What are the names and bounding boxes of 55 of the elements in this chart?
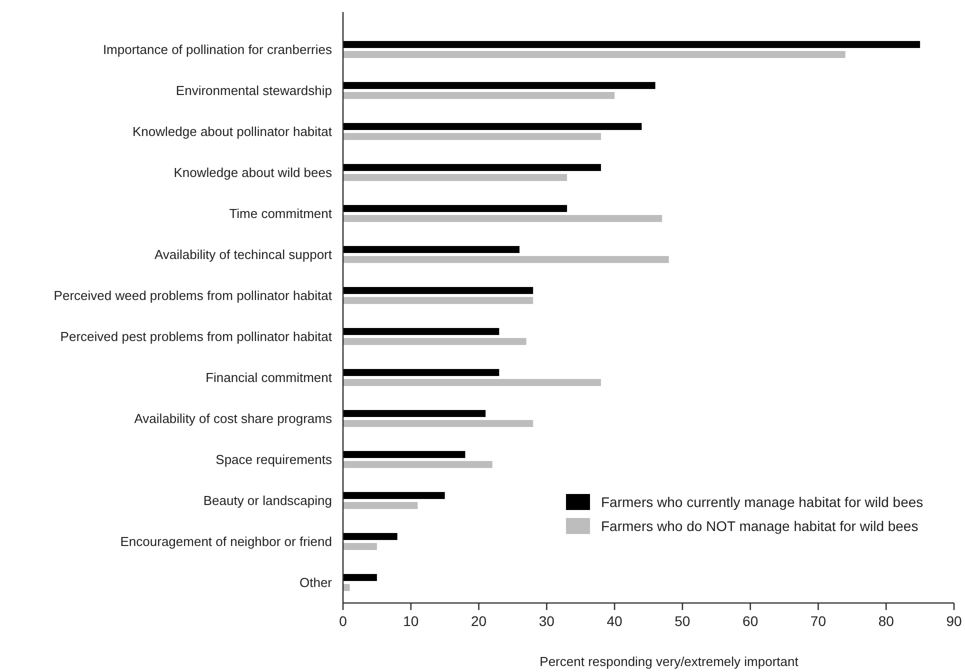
- bar: [343, 492, 445, 499]
- bar: [343, 41, 920, 48]
- y-tick-label: Knowledge about wild bees: [174, 165, 332, 180]
- y-tick-label: Knowledge about pollinator habitat: [132, 124, 332, 140]
- bar: [343, 451, 466, 458]
- bar: [343, 256, 669, 263]
- bar: [343, 543, 377, 550]
- bar: [343, 574, 377, 581]
- bar: [343, 164, 601, 171]
- bar: [343, 533, 398, 540]
- y-tick-label: Perceived weed problems from pollinator habitat: [54, 288, 332, 304]
- x-tick-label: 10: [403, 613, 419, 629]
- bar: [343, 328, 500, 335]
- y-tick-label: Availability of techincal support: [154, 247, 332, 262]
- y-tick-label: Environmental stewardship: [176, 83, 332, 98]
- x-axis-title: Percent responding very/extremely important: [540, 654, 799, 669]
- bar: [343, 82, 656, 89]
- x-tick-label: 90: [946, 613, 962, 629]
- y-tick-label: Financial commitment: [206, 370, 332, 386]
- bar: [343, 420, 534, 427]
- legend-label: Farmers who do NOT manage habitat for wild bees: [601, 518, 918, 534]
- x-tick-label: 0: [339, 613, 348, 629]
- x-tick-label: 80: [878, 613, 894, 629]
- bar: [343, 338, 526, 345]
- bar: [343, 215, 662, 222]
- x-tick-label: 50: [674, 613, 690, 629]
- x-tick-label: 30: [538, 613, 555, 629]
- bar: [343, 123, 642, 130]
- x-tick-label: 40: [606, 613, 623, 629]
- y-tick-label: Encouragement of neighbor or friend: [120, 534, 332, 550]
- x-tick-label: 70: [810, 613, 826, 629]
- y-tick-label: Other: [299, 575, 333, 590]
- bar: [343, 205, 568, 212]
- y-tick-label: Space requirements: [216, 452, 332, 468]
- bar: [343, 174, 568, 181]
- x-tick-label: 20: [470, 613, 487, 629]
- bar: [343, 369, 500, 376]
- bar: [343, 133, 601, 140]
- y-tick-label: Time commitment: [229, 206, 332, 222]
- legend-label: Farmers who currently manage habitat for wild bees: [601, 494, 924, 510]
- bar: [343, 287, 534, 294]
- bar: [343, 246, 520, 253]
- bar: [343, 502, 418, 509]
- bar: [343, 410, 486, 417]
- y-tick-label: Beauty or landscaping: [203, 493, 332, 508]
- bar: [343, 51, 846, 58]
- y-tick-label: Importance of pollination for cranberries: [102, 42, 332, 58]
- bar: [343, 92, 615, 99]
- bar: [343, 297, 534, 304]
- y-tick-label: Availability of cost share programs: [134, 411, 332, 426]
- bar: [343, 461, 492, 468]
- bar: [343, 584, 350, 591]
- bar: [343, 379, 601, 386]
- y-tick-label: Perceived pest problems from pollinator habitat: [60, 329, 332, 344]
- x-tick-label: 60: [742, 613, 758, 629]
